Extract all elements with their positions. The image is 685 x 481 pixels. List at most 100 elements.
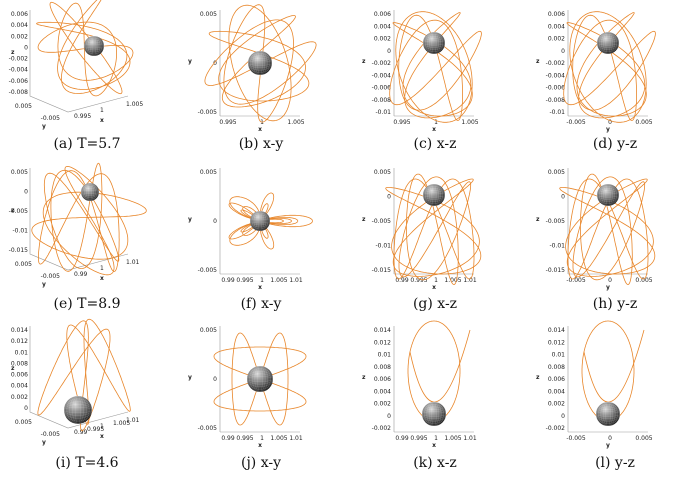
y-tick-label: 0.005	[200, 327, 217, 334]
subfigure-caption: (d) y-z	[592, 136, 638, 152]
x-axis-label: x	[258, 442, 262, 449]
y-tick-label: 0	[213, 218, 217, 225]
y-axis-label: y	[42, 123, 46, 130]
subfigure-caption: (j) x-y	[240, 455, 281, 471]
x-tick-label: 0.99	[221, 277, 235, 284]
moon-sphere	[80, 182, 100, 202]
x-axis-label: x	[100, 433, 104, 440]
orbit-path	[581, 320, 635, 422]
y-tick-label: 0.014	[548, 327, 565, 334]
y-tick-label: -0.002	[372, 60, 392, 67]
x-tick-label: -0.005	[566, 119, 586, 126]
orbit-path	[563, 14, 656, 121]
panel-yz-0-3: 0.006 0.004 0.002 0 -0.002 -0.004 -0.006 -0.008…	[530, 4, 680, 133]
x-tick-label: 0.995	[410, 277, 427, 284]
orbit-path	[66, 318, 131, 425]
y-tick-label: -0.004	[546, 72, 566, 79]
x-tick-label: 0.005	[635, 119, 652, 126]
x-tick-label: 0.995	[410, 435, 427, 442]
z-tick-label: -0.006	[9, 78, 29, 85]
z-axis-label: z	[11, 365, 15, 372]
moon-sphere	[596, 183, 620, 207]
y-axis-label: y	[42, 281, 46, 288]
x-tick-label: 1.005	[444, 435, 461, 442]
y-axis-label: z	[362, 216, 366, 223]
x-tick-label: 1	[260, 435, 264, 442]
x-tick-label: 0.995	[393, 119, 410, 126]
orbit-path	[407, 320, 461, 422]
moon-sphere	[247, 50, 273, 76]
y-axis-label: y	[188, 216, 192, 223]
y-tick-label: 0.004	[374, 23, 391, 30]
y-tick-label: -0.005	[198, 109, 218, 116]
z-tick-label: 0.004	[11, 22, 28, 29]
panel-xz-1-2: 0.005 0 -0.005 -0.01 -0.015 0.99 0.995 1 1.005 1.…	[356, 162, 506, 291]
z-tick-label: -0.015	[9, 247, 29, 254]
x-tick-label: 1.01	[289, 435, 303, 442]
panel-xy-1-1: 0.005 0 -0.005 0.99 0.995 1 1.005 1.01 y x	[182, 162, 332, 291]
z-tick-label: 0	[24, 189, 28, 196]
y-tick-label: -0.006	[546, 85, 566, 92]
orbit-path	[572, 173, 646, 286]
y-tick-label: 0	[387, 48, 391, 55]
y-axis-label: z	[536, 58, 540, 65]
z-tick-label: -0.005	[9, 208, 29, 215]
orbit-path	[398, 173, 472, 286]
x-tick-label: 0.995	[87, 426, 104, 433]
subfigure-caption: (a) T=5.7	[53, 136, 121, 152]
y-tick-label: 0	[387, 413, 391, 420]
x-tick-label: 0.995	[236, 435, 253, 442]
x-tick-label: 1	[434, 435, 438, 442]
orbit-path	[392, 12, 473, 119]
orbit-path	[566, 12, 647, 119]
z-tick-label: 0.01	[15, 349, 29, 356]
y-tick-label: 0	[561, 48, 565, 55]
x-axis-label: x	[432, 284, 436, 291]
subfigure-caption: (k) x-z	[413, 455, 457, 471]
y-tick-label: -0.01	[375, 243, 391, 250]
orbit-path	[559, 178, 656, 277]
z-tick-label: -0.004	[9, 67, 29, 74]
x-axis-label: y	[606, 442, 610, 449]
x-axis-label: x	[100, 275, 104, 282]
y-tick-label: -0.002	[372, 425, 392, 432]
orbit-path	[567, 178, 649, 280]
y-tick-label: 0.002	[548, 36, 565, 43]
z-tick-label: 0.002	[11, 394, 28, 401]
y-axis-label: z	[536, 216, 540, 223]
x-tick-label: 0	[608, 119, 612, 126]
x-axis-label: x	[432, 126, 436, 133]
moon-sphere	[421, 401, 447, 427]
x-tick-label: 1	[100, 423, 104, 430]
y-tick-label: -0.005	[198, 425, 218, 432]
y-tick-label: -0.004	[372, 72, 392, 79]
x-tick-label: 1	[434, 277, 438, 284]
x-tick-label: 1.01	[126, 417, 140, 424]
y-tick-label: -0.002	[546, 60, 566, 67]
y-tick-label: 0.002	[548, 401, 565, 408]
y-tick-label: -0.015	[372, 267, 392, 274]
y-tick-label: 0	[561, 413, 565, 420]
orbit-path	[208, 15, 310, 108]
orbit-path	[389, 14, 482, 121]
y-tick-label: -0.005	[41, 431, 61, 438]
x-tick-label: 1	[260, 277, 264, 284]
moon-sphere	[249, 210, 271, 232]
panel-xz-2-2: 0.014 0.012 0.01 0.008 0.006 0.004 0.002 0 -0.00…	[356, 320, 506, 449]
x-tick-label: 0.995	[219, 119, 236, 126]
subfigure-caption: (g) x-z	[412, 296, 458, 312]
x-tick-label: 0.99	[74, 271, 88, 278]
z-axis-label: z	[11, 49, 15, 56]
orbit-path	[37, 320, 111, 432]
y-tick-label: -0.005	[372, 218, 392, 225]
z-axis-label: z	[11, 207, 15, 214]
y-tick-label: 0.002	[374, 401, 391, 408]
orbit-path	[36, 0, 131, 94]
y-tick-label: 0.006	[374, 11, 391, 18]
y-tick-label: -0.01	[375, 109, 391, 116]
z-tick-label: 0.006	[11, 11, 28, 18]
moon-sphere	[83, 35, 105, 57]
x-tick-label: 1.005	[444, 277, 461, 284]
y-tick-label: 0.01	[552, 352, 566, 359]
moon-sphere	[63, 395, 93, 425]
